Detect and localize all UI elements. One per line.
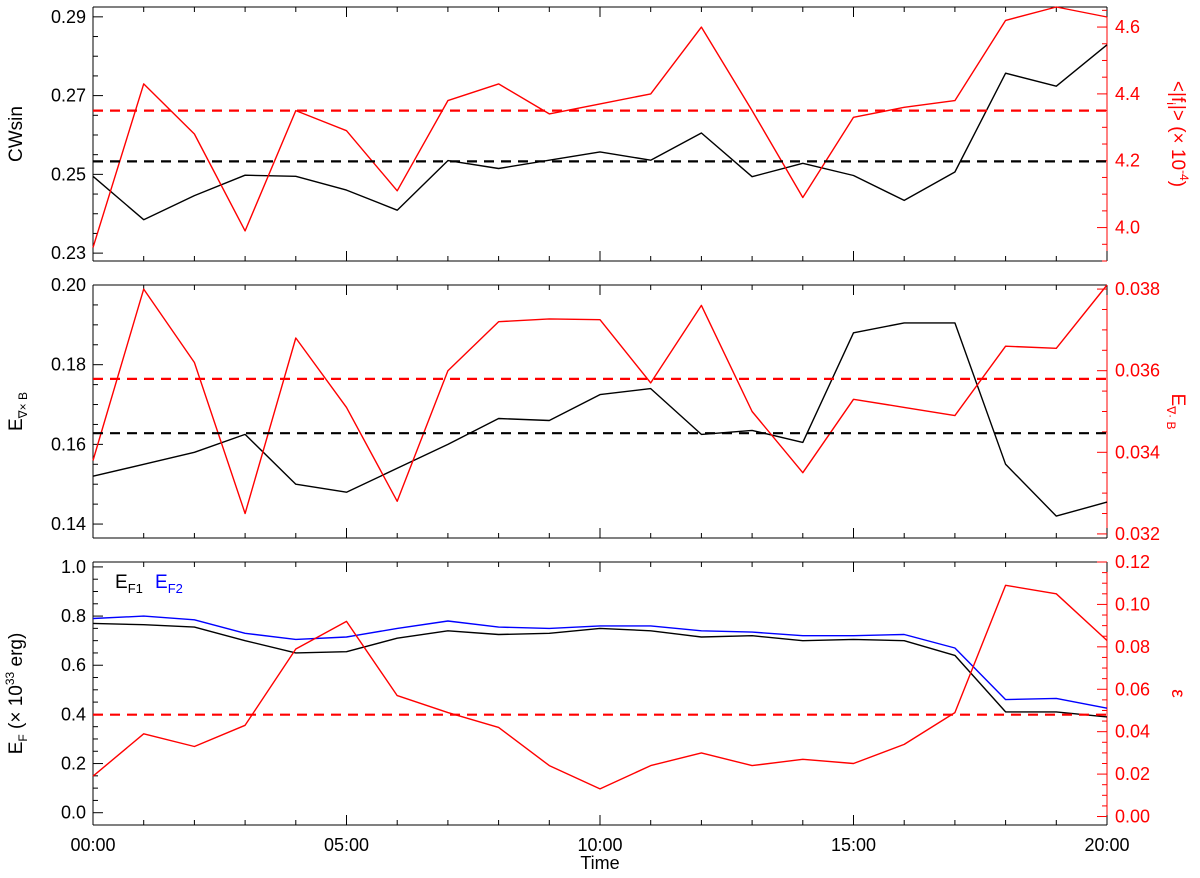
left-axis-title: CWsin <box>6 106 27 162</box>
left-tick-label: 0.2 <box>61 754 86 774</box>
panel-2: 0.140.160.180.200.0320.0340.0360.038E∇× … <box>6 275 1188 544</box>
axis-title-text: E <box>1167 393 1188 406</box>
left-tick-label: 0.6 <box>61 655 86 675</box>
axis-title-subscript: F <box>16 734 30 741</box>
series-line-right <box>92 584 1108 790</box>
series-line-left <box>92 44 1108 221</box>
left-tick-label: 1.0 <box>61 557 86 577</box>
axis-title-subscript: ∇· B <box>1164 405 1178 429</box>
right-tick-label: 4.4 <box>1115 84 1140 104</box>
right-tick-label: 4.0 <box>1115 218 1140 238</box>
right-axis-title: ε <box>1167 689 1188 698</box>
axis-title-subscript: i <box>1164 102 1178 105</box>
axis-title-superscript: 33 <box>3 671 17 685</box>
left-tick-label: 0.25 <box>51 164 86 184</box>
right-tick-label: 0.034 <box>1115 442 1160 462</box>
series-line-left <box>92 322 1108 517</box>
right-tick-label: 0.10 <box>1115 594 1150 614</box>
right-tick-label: 4.6 <box>1115 17 1140 37</box>
x-tick-label: 10:00 <box>577 835 622 855</box>
series-line-left-ef2 <box>92 615 1108 709</box>
legend-entry-f2: EF2 <box>155 572 183 596</box>
x-axis-title: Time <box>580 853 619 873</box>
right-tick-label: 0.08 <box>1115 637 1150 657</box>
left-axis-title: E∇× B <box>6 392 30 431</box>
left-tick-label: 0.16 <box>51 434 86 454</box>
left-tick-label: 0.27 <box>51 86 86 106</box>
left-tick-label: 0.8 <box>61 606 86 626</box>
legend-subscript: F2 <box>168 581 183 596</box>
panel-3: 00:00 05:00 10:00 15:00 20:00 Time 0.0 0.2 0.4 0.… <box>3 552 1188 873</box>
axis-title-subscript: ∇× B <box>16 392 30 419</box>
left-axis-title: EF (× 1033 erg) <box>3 633 30 755</box>
right-tick-label: 0.032 <box>1115 524 1160 544</box>
left-tick-label: 0.0 <box>61 803 86 823</box>
legend-text: E <box>115 572 128 593</box>
legend-subscript: F1 <box>128 581 143 596</box>
left-tick-label: 0.20 <box>51 275 86 295</box>
right-tick-label: 0.12 <box>1115 552 1150 572</box>
series-line-left-ef1 <box>92 622 1108 718</box>
left-tick-label: 0.23 <box>51 243 86 263</box>
right-tick-label: 0.038 <box>1115 279 1160 299</box>
legend-text: E <box>155 572 168 593</box>
axis-title-text: E <box>6 418 27 431</box>
right-tick-label: 0.02 <box>1115 764 1150 784</box>
right-tick-label: 0.00 <box>1115 807 1150 827</box>
right-tick-label: 0.04 <box>1115 722 1150 742</box>
right-tick-label: 0.06 <box>1115 679 1150 699</box>
axis-title-text: E <box>6 742 27 755</box>
x-tick-label: 05:00 <box>324 835 369 855</box>
legend-entry-f1: EF1 <box>115 572 143 596</box>
series-line-right <box>92 284 1108 515</box>
left-tick-label: 0.14 <box>51 514 86 534</box>
axis-title-superscript: -4 <box>1177 170 1191 181</box>
right-axis-title: <|fi|> (× 10-4) <box>1164 81 1191 187</box>
x-tick-label: 15:00 <box>831 835 876 855</box>
axis-title-text: <|f <box>1167 81 1188 103</box>
left-tick-label: 0.18 <box>51 355 86 375</box>
x-tick-label: 00:00 <box>70 835 115 855</box>
left-tick-label: 0.29 <box>51 7 86 27</box>
x-tick-label: 20:00 <box>1084 835 1129 855</box>
left-tick-label: 0.4 <box>61 704 86 724</box>
right-axis-title: E∇· B <box>1164 393 1188 429</box>
panel-1: 0.23 0.25 0.27 0.29 4.0 4.2 4.4 4.6 CWsin <|fi|> … <box>6 6 1191 263</box>
axis-title-text: erg) <box>6 633 27 672</box>
axis-title-text: (× 10 <box>6 685 27 734</box>
right-tick-label: 0.036 <box>1115 361 1160 381</box>
right-tick-label: 4.2 <box>1115 151 1140 171</box>
axis-title-text: ) <box>1167 181 1188 187</box>
series-line-right <box>92 6 1108 248</box>
axis-title-text: |> (× 10 <box>1167 105 1188 170</box>
